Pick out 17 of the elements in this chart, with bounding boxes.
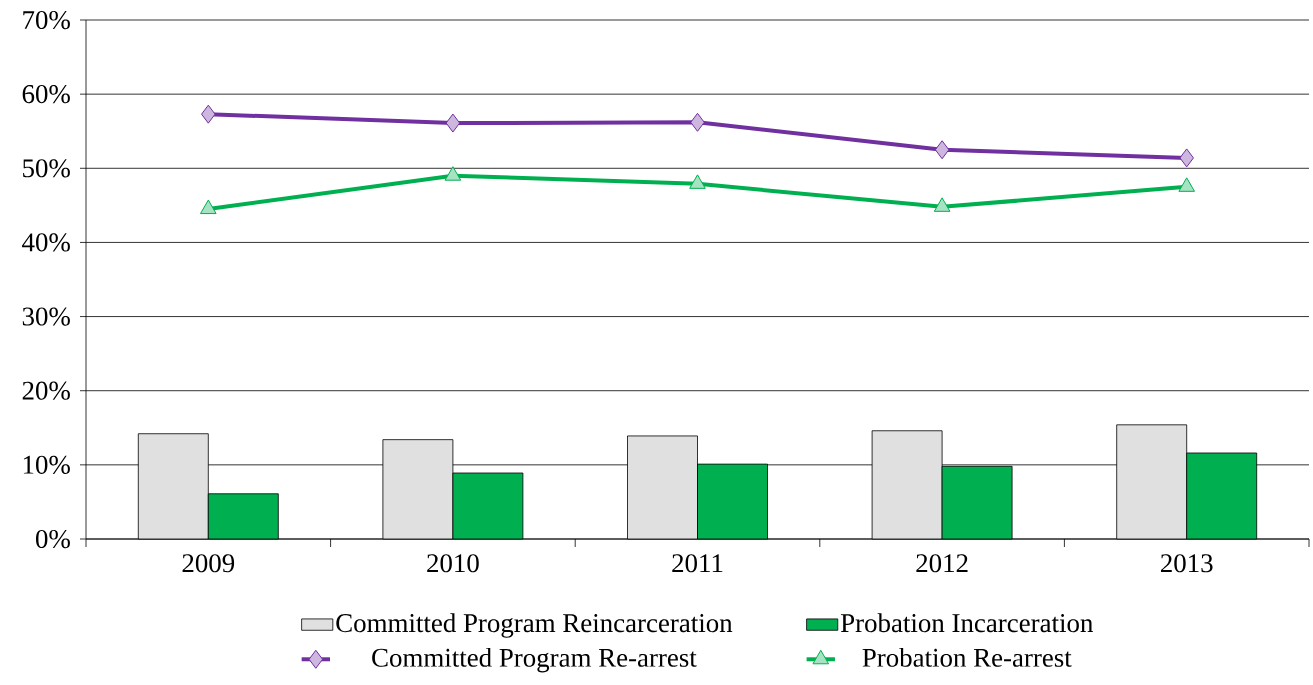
y-tick-label: 50% [23, 159, 70, 178]
legend-label: Probation Re-arrest [862, 647, 1072, 667]
x-tick-label: 2009 [182, 554, 235, 573]
y-tick-label: 70% [23, 10, 70, 30]
legend-label: Committed Program Reincarceration [336, 613, 733, 638]
legend-label: Committed Program Re-arrest [372, 647, 697, 673]
y-tick-label: 30% [22, 307, 70, 326]
y-tick-label: 20% [22, 381, 70, 400]
x-tick-label: 2012 [916, 554, 968, 573]
x-tick-label: 2011 [672, 554, 723, 573]
y-tick-label: 0% [36, 529, 70, 549]
x-tick-label: 2013 [1160, 554, 1213, 573]
y-tick-label: 10% [23, 455, 70, 474]
y-tick-label: 40% [22, 233, 70, 252]
x-tick-label: 2010 [427, 554, 479, 573]
legend-label: Probation Incarceration [840, 613, 1093, 633]
y-tick-label: 60% [22, 85, 70, 104]
